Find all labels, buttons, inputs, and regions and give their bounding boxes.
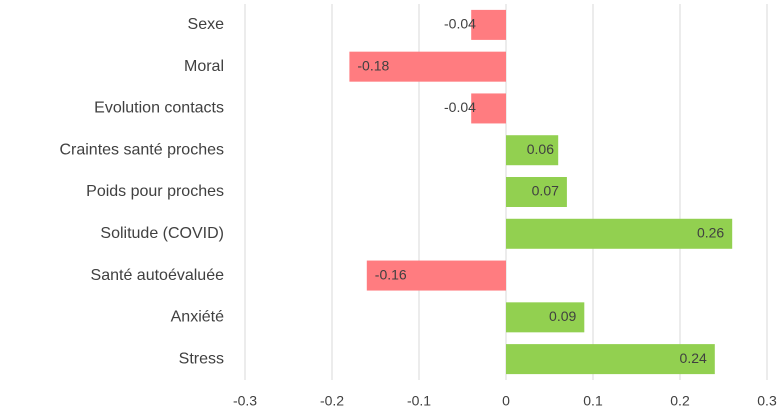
data-label: -0.16	[375, 266, 407, 282]
x-tick-label: 0	[502, 393, 510, 409]
data-label: 0.24	[680, 350, 707, 366]
bar	[471, 9, 506, 40]
data-label: 0.07	[532, 183, 559, 199]
bar	[506, 135, 559, 166]
y-tick-label: Stress	[179, 350, 224, 367]
data-label: 0.09	[549, 308, 576, 324]
bar	[506, 302, 585, 333]
y-tick-label: Solitude (COVID)	[100, 225, 224, 242]
data-label: -0.18	[357, 57, 389, 73]
bar	[506, 344, 715, 375]
data-label: -0.04	[444, 16, 476, 32]
bar	[471, 93, 506, 124]
y-tick-label: Sexe	[188, 16, 225, 33]
bar	[506, 218, 733, 249]
bar	[349, 51, 506, 82]
x-tick-label: -0.2	[320, 393, 344, 409]
x-tick-label: 0.1	[583, 393, 603, 409]
data-label: -0.04	[444, 99, 476, 115]
data-label: 0.26	[697, 224, 724, 240]
x-tick-label: 0.2	[670, 393, 690, 409]
x-tick-label: -0.3	[233, 393, 257, 409]
x-tick-label: -0.1	[407, 393, 431, 409]
bar	[366, 260, 506, 291]
data-label: 0.06	[527, 141, 554, 157]
x-tick-label: 0.3	[757, 393, 777, 409]
y-tick-label: Poids pour proches	[86, 183, 224, 200]
y-tick-label: Evolution contacts	[94, 100, 224, 117]
y-tick-label: Anxiété	[171, 309, 224, 326]
y-tick-label: Moral	[184, 58, 224, 75]
bar	[506, 177, 567, 207]
y-tick-label: Santé autoévaluée	[91, 267, 225, 284]
y-tick-label: Craintes santé proches	[59, 141, 224, 158]
